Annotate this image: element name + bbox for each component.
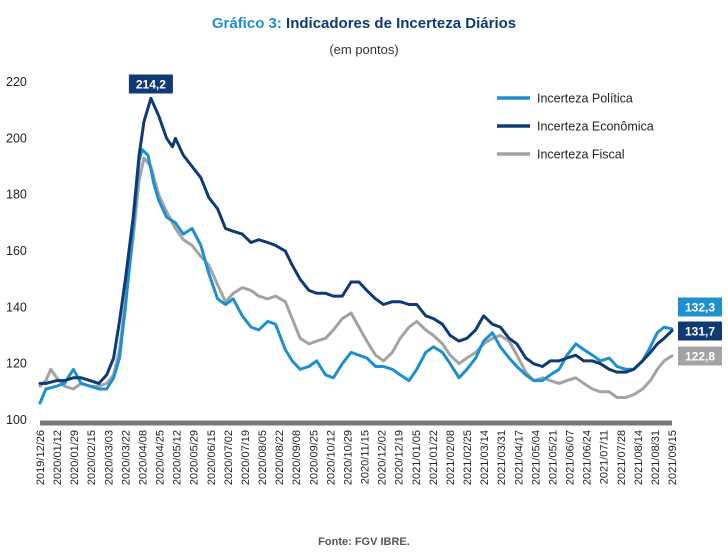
x-axis: 2019/12/26 2020/01/12 2020/01/29 2020/02/15… [35, 420, 679, 485]
x-tick-label: 2020/08/22 [274, 430, 286, 485]
value-badge [678, 297, 722, 317]
x-tick-label: 2021/05/04 [530, 430, 542, 485]
source-note: Fonte: FGV IBRE. [318, 536, 410, 548]
y-tick-label: 120 [6, 357, 27, 371]
data-label: 132,3 [685, 301, 715, 315]
x-tick-label: 2021/09/15 [667, 430, 679, 485]
x-tick-label: 2020/09/08 [291, 430, 303, 485]
x-tick-label: 2021/01/22 [428, 430, 440, 485]
x-tick-label: 2020/12/02 [377, 430, 389, 485]
x-tick-label: 2021/06/24 [582, 430, 594, 485]
x-tick-label: 2021/06/07 [565, 430, 577, 485]
value-badge [128, 74, 173, 94]
x-tick-label: 2020/02/15 [86, 430, 98, 485]
x-tick-label: 2020/07/02 [223, 430, 235, 485]
x-tick-label: 2021/03/31 [496, 430, 508, 485]
x-tick-label: 2021/04/17 [513, 430, 525, 485]
x-tick-label: 2021/01/05 [411, 430, 423, 485]
x-tick-label: 2020/10/12 [325, 430, 337, 485]
legend-label: Incerteza Fiscal [537, 148, 625, 162]
x-tick-label: 2020/12/19 [394, 430, 406, 485]
y-tick-label: 100 [6, 413, 27, 427]
x-tick-label: 2020/05/12 [172, 430, 184, 485]
plot-area [38, 96, 674, 405]
x-tick-label: 2021/02/08 [445, 430, 457, 485]
series-line [38, 96, 674, 385]
x-tick-label: 2020/07/19 [240, 430, 252, 485]
x-tick-label: 2019/12/26 [35, 430, 47, 485]
x-tick-label: 2020/01/12 [52, 430, 64, 485]
x-tick-label: 2021/05/21 [547, 430, 559, 485]
value-badge [678, 321, 722, 341]
x-tick-label: 2020/06/15 [206, 430, 218, 485]
data-label: 131,7 [685, 325, 715, 339]
x-tick-label: 2020/01/29 [69, 430, 81, 485]
value-badges: 214,2 132,3 131,7 122,8 [128, 74, 722, 366]
x-tick-label: 2020/03/22 [120, 430, 132, 485]
x-tick-label: 2020/04/08 [137, 430, 149, 485]
data-label: 214,2 [136, 78, 166, 92]
x-tick-label: 2021/08/14 [633, 430, 645, 485]
y-tick-label: 160 [6, 244, 27, 258]
data-label: 122,8 [685, 350, 715, 364]
legend: Incerteza Política Incerteza Econômica Inc… [497, 92, 654, 162]
x-tick-label: 2020/09/25 [308, 430, 320, 485]
x-tick-label: 2021/07/11 [599, 430, 611, 484]
chart-title-main: Indicadores de Incerteza Diários [282, 15, 516, 32]
y-tick-label: 180 [6, 188, 27, 202]
x-tick-label: 2021/08/31 [650, 430, 662, 485]
legend-label: Incerteza Econômica [537, 120, 654, 134]
y-tick-label: 220 [6, 75, 27, 89]
value-badge [678, 346, 722, 366]
y-tick-label: 140 [6, 300, 27, 314]
x-tick-label: 2020/10/29 [342, 430, 354, 485]
legend-label: Incerteza Política [537, 92, 633, 106]
y-axis: 100 120 140 160 180 200 220 [6, 75, 27, 427]
y-tick-label: 200 [6, 131, 27, 145]
x-tick-label: 2020/08/05 [257, 430, 269, 485]
chart-title-prefix: Gráfico 3: [212, 15, 282, 32]
x-tick-label: 2020/04/25 [155, 430, 167, 485]
chart-subtitle: (em pontos) [329, 42, 398, 57]
chart-title: Gráfico 3: Indicadores de Incerteza Diár… [212, 15, 516, 32]
x-tick-label: 2020/03/03 [103, 430, 115, 485]
x-tick-label: 2021/07/28 [616, 430, 628, 485]
x-tick-label: 2020/11/15 [360, 430, 372, 484]
x-tick-label: 2021/03/14 [479, 430, 491, 485]
x-tick-label: 2021/02/25 [462, 430, 474, 485]
x-tick-label: 2020/05/29 [189, 430, 201, 485]
